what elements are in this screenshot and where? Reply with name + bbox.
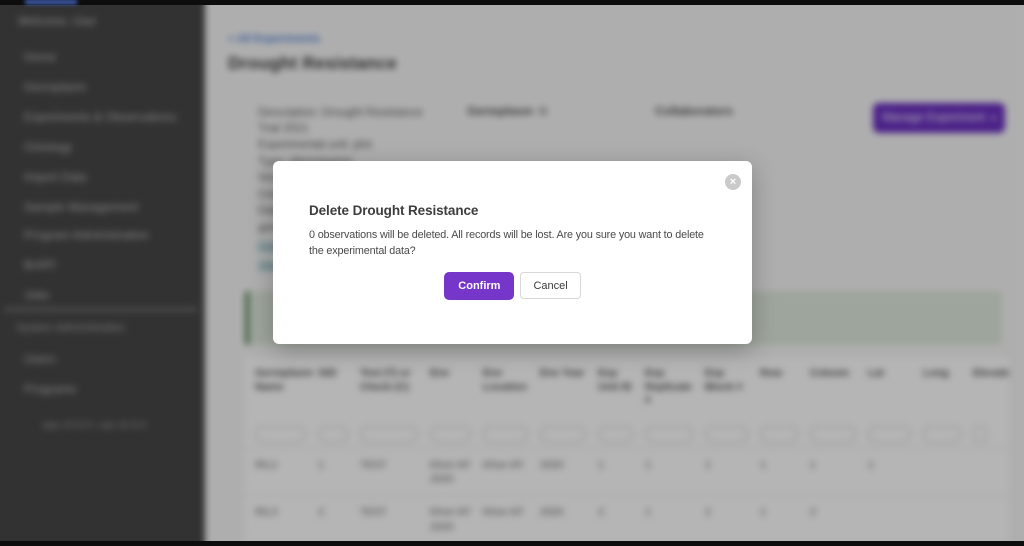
top-window-bar — [0, 0, 1024, 5]
column-header: Long — [923, 367, 949, 379]
table-cell: RIL2 — [255, 459, 278, 471]
chevron-down-icon: ▾ — [991, 113, 996, 123]
table-cell: TEST — [360, 506, 387, 519]
table-cell: Khon KF 2020 — [430, 506, 471, 533]
table-cell: 2 — [810, 506, 816, 519]
column-header: Exp Unit ID — [598, 367, 632, 393]
sidebar-item-home[interactable]: Home — [24, 50, 57, 64]
dialog-title: Delete Drought Resistance — [309, 203, 479, 218]
column-filter-input[interactable] — [540, 425, 586, 443]
column-filter-input[interactable] — [318, 425, 348, 443]
table-cell: 1 — [810, 459, 816, 471]
bottom-window-bar — [0, 541, 1024, 546]
version-text: app v0.9.0 • api v0.9.0 — [42, 419, 147, 431]
column-header: Germplasm Name — [255, 367, 313, 393]
manage-experiment-button[interactable]: Manage Experiment ▾ — [873, 103, 1005, 133]
sidebar-item-sample-management[interactable]: Sample Management — [24, 200, 139, 214]
column-header: Test (T) or Check (C) — [360, 367, 411, 393]
column-header: Env Location — [483, 367, 527, 393]
sidebar-item-program-administration[interactable]: Program Administration — [24, 228, 149, 242]
table-cell: 1 — [868, 459, 874, 471]
table-cell: Khon KF — [483, 459, 524, 471]
sidebar: Welcome, User Home Germplasm Experiments… — [0, 0, 205, 546]
browser-accent-strip — [25, 0, 77, 4]
cancel-button[interactable]: Cancel — [520, 272, 581, 300]
collaborators-label: Collaborators — [655, 104, 734, 118]
column-filter-input[interactable] — [810, 425, 856, 443]
sidebar-item-import-data[interactable]: Import Data — [24, 170, 87, 184]
table-row: RIL3 2 TEST Khon KF 2020 Khon KF 2020 2 … — [245, 495, 1009, 542]
table-cell: 2 — [598, 506, 604, 519]
circle-badge-icon — [538, 106, 549, 116]
table-cell: 2 — [705, 506, 711, 519]
column-filter-input[interactable] — [430, 425, 471, 443]
table-cell: 2 — [318, 506, 324, 519]
germplasm-label: Germplasm — [467, 104, 549, 118]
dialog-message: 0 observations will be deleted. All reco… — [309, 229, 704, 258]
table-filter-row — [245, 420, 1009, 448]
sidebar-section-label: System Administration — [16, 322, 125, 334]
column-header: Env — [430, 367, 450, 379]
table-row: RIL2 1 TEST Khon KF 2020 Khon KF 2020 1 … — [245, 448, 1009, 495]
table-cell: 1 — [760, 459, 766, 471]
sidebar-item-germplasm[interactable]: Germplasm — [24, 80, 87, 94]
table-cell: 1 — [705, 459, 711, 471]
table-cell: RIL3 — [255, 506, 278, 519]
table-header-row: Germplasm Name GID Test (T) or Check (C)… — [245, 358, 1009, 420]
table-cell: 1 — [318, 459, 324, 471]
table-cell: 1 — [645, 459, 651, 471]
observations-table: Germplasm Name GID Test (T) or Check (C)… — [245, 358, 1009, 546]
column-filter-input[interactable] — [255, 425, 306, 443]
column-header: GID — [318, 367, 337, 379]
table-cell: 2020 — [540, 459, 564, 471]
column-filter-input[interactable] — [705, 425, 748, 443]
column-header: Column — [810, 367, 850, 379]
column-filter-input[interactable] — [973, 425, 987, 443]
detail-line: Experimental unit: plot — [258, 139, 372, 151]
sidebar-item-programs[interactable]: Programs — [24, 382, 77, 396]
column-filter-input[interactable] — [868, 425, 911, 443]
column-filter-input[interactable] — [483, 425, 528, 443]
column-filter-input[interactable] — [760, 425, 798, 443]
dialog-actions: Confirm Cancel — [309, 272, 716, 301]
back-link[interactable]: < All Experiments — [228, 33, 321, 45]
table-cell: TEST — [360, 459, 387, 471]
confirm-button[interactable]: Confirm — [444, 272, 515, 301]
column-header: Elevation — [973, 367, 1009, 379]
column-filter-input[interactable] — [923, 425, 961, 443]
sidebar-divider — [4, 308, 197, 311]
sidebar-item-experiments-observations[interactable]: Experiments & Observations — [24, 110, 177, 124]
close-icon[interactable]: × — [725, 174, 741, 190]
column-header: Exp Replicate # — [645, 367, 692, 407]
page-title: Drought Resistance — [228, 53, 397, 73]
sidebar-item-jobs[interactable]: Jobs — [24, 288, 50, 302]
column-filter-input[interactable] — [645, 425, 693, 443]
sidebar-item-users[interactable]: Users — [24, 352, 56, 366]
table-cell: 2020 — [540, 506, 564, 519]
table-cell: 1 — [760, 506, 766, 519]
welcome-text: Welcome, User — [18, 16, 97, 28]
table-cell: Khon KF 2020 — [430, 459, 471, 486]
delete-confirmation-dialog: × Delete Drought Resistance 0 observatio… — [273, 161, 752, 344]
column-header: Lat — [868, 367, 884, 379]
column-filter-input[interactable] — [360, 425, 418, 443]
sidebar-item-ontology[interactable]: Ontology — [24, 140, 73, 154]
column-header: Exp Block # — [705, 367, 743, 393]
column-header: Env Year — [540, 367, 585, 379]
sidebar-item-brapi[interactable]: BrAPI — [24, 258, 56, 272]
table-cell: Khon KF — [483, 506, 524, 519]
column-header: Row — [760, 367, 783, 379]
table-cell: 1 — [645, 506, 651, 519]
column-filter-input[interactable] — [598, 425, 633, 443]
detail-line: Description: Drought Resistance Trial 20… — [258, 107, 423, 135]
table-cell: 1 — [598, 459, 604, 471]
